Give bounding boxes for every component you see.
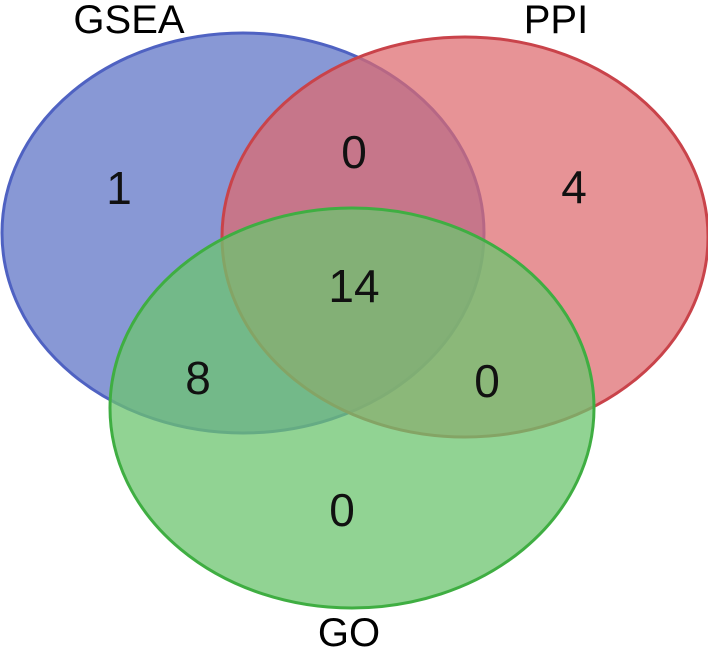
gsea-ppi-count: 0 (341, 126, 367, 178)
go-set-label: GO (318, 611, 380, 650)
ppi-go-count: 0 (474, 355, 500, 407)
all-three-count: 14 (328, 260, 379, 312)
gsea-set-label: GSEA (73, 0, 184, 42)
gsea-go-count: 8 (185, 352, 211, 404)
go-only-count: 0 (329, 484, 355, 536)
ppi-set-label: PPI (524, 0, 588, 42)
gsea-only-count: 1 (106, 162, 132, 214)
ppi-only-count: 4 (561, 161, 587, 213)
go-set-circle (108, 206, 596, 610)
